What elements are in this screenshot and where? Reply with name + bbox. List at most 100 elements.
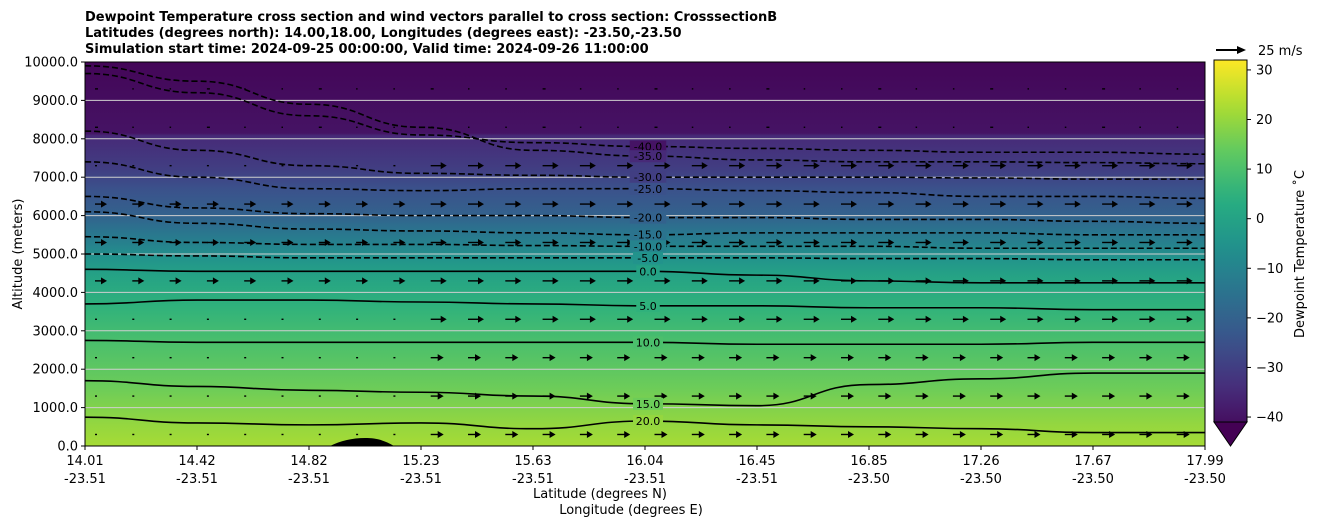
y-tick-label: 6000.0 (33, 209, 79, 224)
wind-arrowhead (813, 200, 820, 208)
wind-arrowhead (962, 238, 969, 246)
contour-label-background (633, 251, 663, 264)
x-axis-label-latitude: Latitude (degrees N) (533, 487, 667, 502)
wind-arrowhead (437, 354, 444, 362)
wind-arrowhead (586, 430, 593, 438)
wind-arrowhead (962, 162, 969, 170)
wind-arrowhead (1146, 354, 1153, 362)
wind-arrowhead (962, 315, 969, 323)
wind-arrowhead (851, 200, 857, 208)
wind-arrowhead (552, 315, 559, 323)
contour-label-background (633, 415, 663, 428)
wind-arrowhead (739, 162, 746, 170)
wind-arrowhead (739, 200, 746, 208)
wind-arrowhead (997, 354, 1004, 362)
y-tick-label: 0.0 (57, 440, 78, 455)
wind-arrowhead (138, 238, 145, 246)
wind-arrowhead (1037, 238, 1044, 246)
wind-arrowhead (549, 430, 556, 438)
wind-arrowhead (515, 315, 522, 323)
wind-arrowhead (810, 392, 817, 400)
wind-arrowhead (512, 430, 519, 438)
contour-label: -10.0 (634, 240, 662, 253)
wind-arrowhead (1112, 162, 1119, 170)
y-tick-label: 7000.0 (33, 171, 79, 186)
contour-label-background (636, 299, 660, 312)
wind-arrowhead (888, 200, 895, 208)
y-tick-label: 2000.0 (33, 363, 79, 378)
wind-arrowhead (1074, 200, 1081, 208)
y-tick-label: 9000.0 (33, 94, 79, 109)
wind-arrowhead (1109, 392, 1116, 400)
wind-arrowhead (773, 392, 780, 400)
x-tick-label-lon: -23.51 (624, 472, 666, 487)
wind-arrowhead (287, 277, 294, 285)
colorbar-tick-label: 10 (1256, 163, 1273, 178)
quiver-key-label: 25 m/s (1258, 44, 1303, 59)
wind-arrowhead (1149, 162, 1156, 170)
wind-arrowhead (478, 315, 484, 323)
wind-arrowhead (512, 354, 519, 362)
contour-label-background (629, 228, 667, 241)
wind-arrowhead (1183, 392, 1190, 400)
terrain (330, 438, 394, 446)
y-tick-label: 4000.0 (33, 286, 79, 301)
wind-arrowhead (624, 392, 631, 400)
wind-arrowhead (1071, 354, 1078, 362)
wind-arrowhead (773, 430, 780, 438)
chart-title: Dewpoint Temperature cross section and w… (85, 10, 777, 57)
quiver-key: 25 m/s (1216, 44, 1303, 59)
wind-arrowhead (478, 238, 484, 246)
x-tick-label-lat: 14.42 (178, 454, 215, 469)
wind-arrowhead (586, 392, 593, 400)
colorbar-tick-label: 20 (1256, 113, 1273, 128)
wind-arrowhead (736, 430, 743, 438)
title-line-1: Dewpoint Temperature cross section and w… (85, 10, 777, 25)
contour-label: -15.0 (634, 229, 662, 242)
wind-arrowhead (661, 430, 668, 438)
x-tick-label-lon: -23.50 (1072, 472, 1114, 487)
wind-arrowhead (1034, 430, 1041, 438)
wind-arrowhead (552, 162, 559, 170)
wind-arrowhead (589, 315, 596, 323)
wind-arrowhead (776, 277, 783, 285)
wind-arrowhead (925, 200, 932, 208)
wind-arrowhead (1034, 392, 1041, 400)
wind-arrowhead (701, 162, 708, 170)
wind-arrowhead (664, 162, 671, 170)
wind-arrowhead (848, 354, 854, 362)
wind-arrowhead (925, 238, 932, 246)
wind-arrowhead (701, 200, 708, 208)
x-tick-label-lon: -23.50 (1184, 472, 1226, 487)
wind-arrowhead (250, 200, 257, 208)
wind-arrowhead (440, 277, 447, 285)
contour-label: 20.0 (636, 415, 661, 428)
wind-arrowhead (624, 430, 631, 438)
wind-arrowhead (627, 315, 634, 323)
wind-arrowhead (1149, 238, 1156, 246)
wind-arrowhead (664, 200, 671, 208)
wind-arrowhead (925, 315, 932, 323)
wind-arrowhead (627, 200, 634, 208)
contour-label-background (636, 265, 660, 278)
wind-arrowhead (440, 200, 447, 208)
contour-lines: -40.0-35.0-30.0-25.0-20.0-15.0-10.0-5.00… (85, 65, 1205, 434)
wind-arrowhead (1037, 200, 1044, 208)
wind-arrowhead (1037, 162, 1044, 170)
wind-arrowhead (589, 238, 596, 246)
wind-arrowhead (101, 200, 107, 208)
y-axis-label: Altitude (meters) (11, 199, 26, 310)
contour-label-background (633, 336, 663, 349)
wind-arrowhead (589, 162, 596, 170)
wind-arrowhead (250, 238, 257, 246)
wind-arrowhead (1112, 315, 1119, 323)
wind-arrowhead (175, 200, 182, 208)
wind-arrowhead (399, 200, 406, 208)
wind-arrowhead (552, 277, 559, 285)
wind-arrowhead (1000, 200, 1007, 208)
wind-arrowhead (1071, 392, 1078, 400)
x-tick-label-lon: -23.50 (848, 472, 890, 487)
x-axis: 14.01 -23.51 14.42 -23.51 14.82 -23.51 15.23 -2… (64, 446, 1226, 487)
wind-arrowhead (885, 430, 892, 438)
contour-label: 0.0 (639, 265, 657, 278)
